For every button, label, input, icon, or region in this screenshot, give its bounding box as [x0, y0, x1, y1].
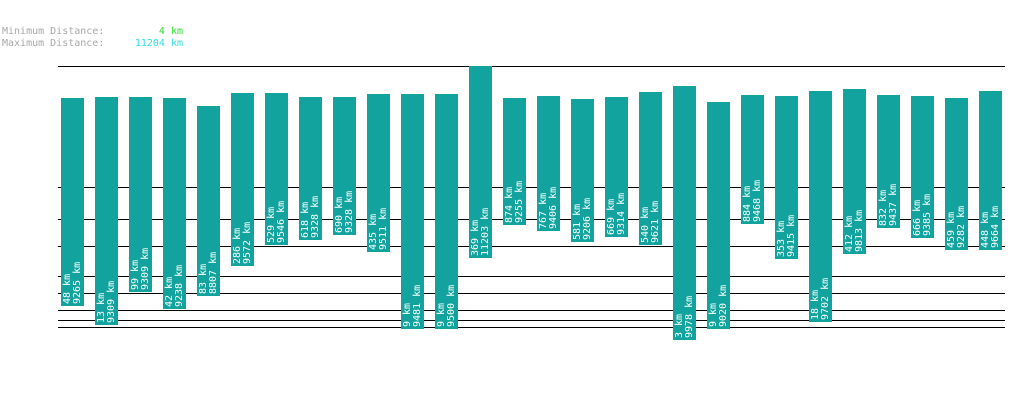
bar-min-label: 412 km [844, 216, 855, 252]
bar-max-label: 9309 km [106, 281, 117, 323]
bar [945, 98, 968, 250]
bar-max-label: 8807 km [208, 252, 219, 294]
bar-max-label: 9255 km [514, 181, 525, 223]
max-distance-value: 11204 km [134, 38, 183, 49]
bar [775, 96, 798, 259]
bar-max-label: 9328 km [310, 196, 321, 238]
bar-min-label: 874 km [504, 187, 515, 223]
bar-max-label: 9468 km [752, 180, 763, 222]
bar-max-label: 9500 km [446, 285, 457, 327]
bar-max-label: 9664 km [990, 206, 1001, 248]
bar-min-label: 459 km [946, 212, 957, 248]
bar [367, 94, 390, 252]
bar-min-label: 286 km [232, 228, 243, 264]
bar-min-label: 48 km [62, 274, 73, 304]
min-distance-row: Minimum Distance: 4 km [2, 26, 183, 38]
bar-min-label: 767 km [538, 193, 549, 229]
bar-min-label: 369 km [470, 220, 481, 256]
bar [571, 99, 594, 242]
bar-max-label: 9546 km [276, 201, 287, 243]
bar-max-label: 9437 km [888, 184, 899, 226]
bar-min-label: 618 km [300, 202, 311, 238]
bar [809, 91, 832, 322]
bar-max-label: 9282 km [956, 206, 967, 248]
bar [129, 97, 152, 292]
bar [333, 97, 356, 235]
bar-min-label: 666 km [912, 200, 923, 236]
bar [435, 94, 458, 329]
bar-max-label: 9572 km [242, 222, 253, 264]
bar-min-label: 669 km [606, 199, 617, 235]
bar [299, 97, 322, 240]
bar-min-label: 353 km [776, 221, 787, 257]
distance-stats: Minimum Distance: 4 km Maximum Distance: 1… [2, 26, 183, 50]
bar-max-label: 9511 km [378, 208, 389, 250]
bar-max-label: 9481 km [412, 285, 423, 327]
bar [469, 66, 492, 258]
bar [911, 96, 934, 238]
bar [401, 94, 424, 329]
bar-max-label: 9206 km [582, 198, 593, 240]
bar-max-label: 9406 km [548, 187, 559, 229]
bar-max-label: 11203 km [480, 208, 491, 256]
bar [231, 93, 254, 266]
bar-max-label: 9309 km [140, 248, 151, 290]
bar-max-label: 9238 km [174, 265, 185, 307]
bar [639, 92, 662, 245]
bar [605, 97, 628, 237]
bar-min-label: 540 km [640, 207, 651, 243]
bar-max-label: 9385 km [922, 194, 933, 236]
bar-max-label: 9621 km [650, 201, 661, 243]
bar-max-label: 9702 km [820, 278, 831, 320]
bar [197, 106, 220, 296]
bar-min-label: 435 km [368, 214, 379, 250]
bar-min-label: 9 km [708, 303, 719, 327]
bar-max-label: 9314 km [616, 193, 627, 235]
bar-min-label: 42 km [164, 277, 175, 307]
bar [877, 95, 900, 228]
bar [707, 102, 730, 329]
min-distance-value: 4 km [158, 26, 183, 37]
bar-max-label: 9813 km [854, 210, 865, 252]
bar [843, 89, 866, 254]
bar-min-label: 690 km [334, 197, 345, 233]
bar-min-label: 13 km [96, 293, 107, 323]
bar-max-label: 9020 km [718, 285, 729, 327]
bar-max-label: 9328 km [344, 191, 355, 233]
max-distance-label: Maximum Distance: [2, 38, 105, 49]
bar [537, 96, 560, 231]
bar [265, 93, 288, 245]
bar [673, 86, 696, 340]
bar-min-label: 83 km [198, 264, 209, 294]
bar [503, 98, 526, 225]
bar [95, 97, 118, 325]
bar-min-label: 448 km [980, 212, 991, 248]
bar-min-label: 9 km [436, 303, 447, 327]
bar [61, 98, 84, 306]
bar-max-label: 9978 km [684, 296, 695, 338]
bar-min-label: 9 km [402, 303, 413, 327]
min-distance-label: Minimum Distance: [2, 26, 105, 37]
bar-min-label: 3 km [674, 314, 685, 338]
bar-max-label: 9415 km [786, 215, 797, 257]
bar-min-label: 832 km [878, 190, 889, 226]
bar [979, 91, 1002, 250]
max-distance-row: Maximum Distance: 11204 km [2, 38, 183, 50]
bar [163, 98, 186, 309]
bar [741, 95, 764, 224]
bar-max-label: 9265 km [72, 262, 83, 304]
bar-min-label: 99 km [130, 260, 141, 290]
bar-min-label: 884 km [742, 186, 753, 222]
bar-min-label: 581 km [572, 204, 583, 240]
bar-min-label: 18 km [810, 290, 821, 320]
bar-min-label: 529 km [266, 207, 277, 243]
